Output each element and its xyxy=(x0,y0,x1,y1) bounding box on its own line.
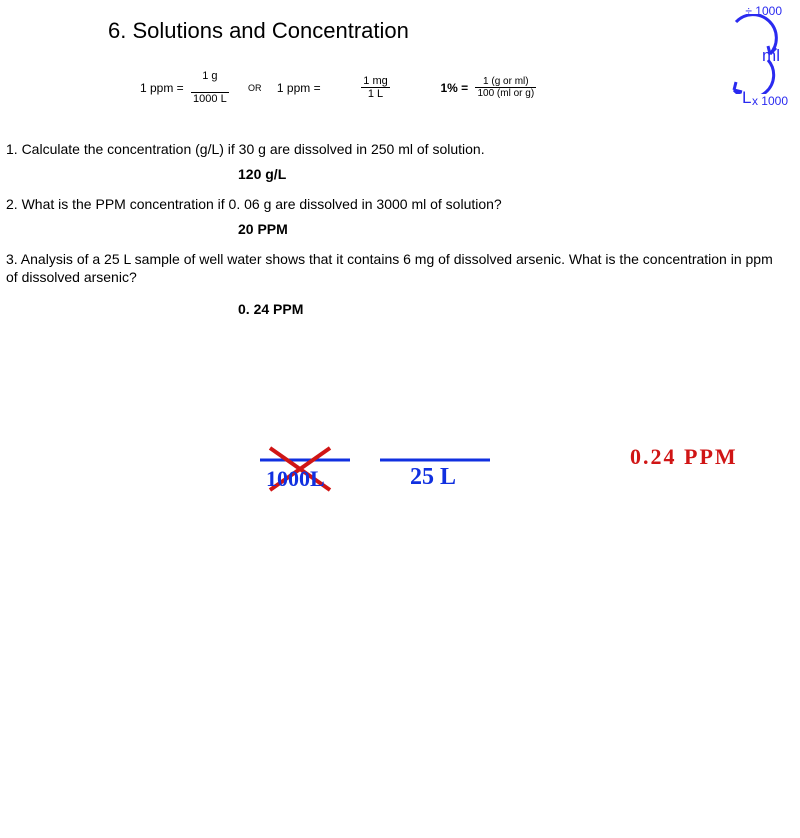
ppm1-den: 1000 L xyxy=(191,92,229,105)
pct-num: 1 (g or ml) xyxy=(475,76,536,87)
handwriting-area: 1000L 25 L 0.24 PPM xyxy=(260,430,780,550)
ppm1-num: 1 g xyxy=(191,70,229,82)
ppm1-label: 1 ppm = xyxy=(140,81,184,95)
ppm1-fraction: 1 g 1000 L xyxy=(191,70,229,105)
q1-answer: 120 g/L xyxy=(238,165,286,183)
or-label: OR xyxy=(248,83,262,93)
q2-text: 2. What is the PPM concentration if 0. 0… xyxy=(6,195,786,213)
ppm2-fraction: 1 mg 1 L xyxy=(361,75,389,100)
page-title: 6. Solutions and Concentration xyxy=(108,18,409,44)
unit-conversion-widget: ÷ 1000 ml L x 1000 xyxy=(698,4,788,114)
q3-text: 3. Analysis of a 25 L sample of well wat… xyxy=(6,250,786,286)
l-unit-label: L xyxy=(742,88,751,108)
ppm2-num: 1 mg xyxy=(361,75,389,87)
formula-row: 1 ppm = 1 g 1000 L OR 1 ppm = 1 mg 1 L 1… xyxy=(140,70,540,105)
pct-den: 100 (ml or g) xyxy=(475,87,536,99)
q1-text: 1. Calculate the concentration (g/L) if … xyxy=(6,140,786,158)
q2-answer: 20 PPM xyxy=(238,220,288,238)
ppm2-den: 1 L xyxy=(361,87,389,100)
q3-answer: 0. 24 PPM xyxy=(238,300,303,318)
hw-1000l: 1000L xyxy=(266,466,325,492)
hw-25l: 25 L xyxy=(410,464,456,491)
pct-fraction: 1 (g or ml) 100 (ml or g) xyxy=(475,76,536,99)
multiply-label: x 1000 xyxy=(752,94,788,108)
ppm2-label: 1 ppm = xyxy=(277,81,321,95)
pct-label: 1% = xyxy=(440,81,468,95)
hw-result: 0.24 PPM xyxy=(630,444,738,470)
ml-unit-label: ml xyxy=(762,46,780,66)
